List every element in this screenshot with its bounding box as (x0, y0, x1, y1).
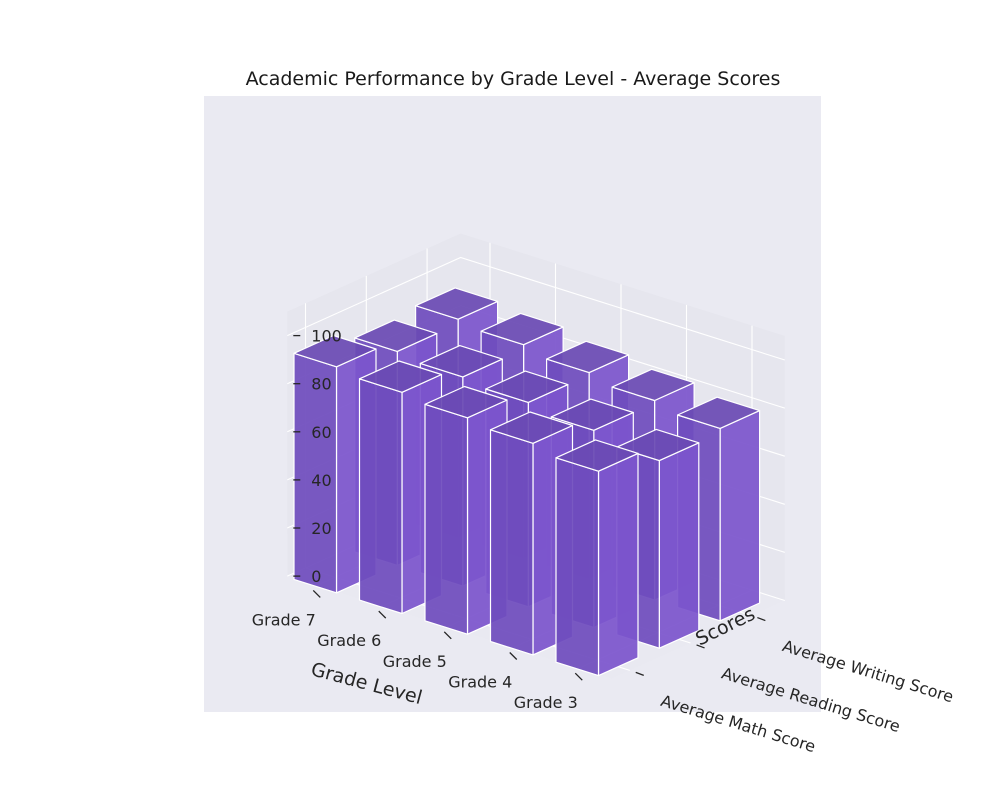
y-tick-1 (696, 644, 705, 649)
x-tick-4 (312, 589, 321, 598)
bar-face-top (419, 345, 503, 378)
bar-face-top (424, 385, 508, 419)
x-tick-label-0: Grade 3 (514, 693, 578, 712)
bar-face-top (489, 411, 574, 444)
x-tick-label-4: Grade 7 (252, 610, 316, 629)
y-tick-2 (757, 616, 766, 622)
bar-face-top (415, 287, 499, 320)
bar-face-top (480, 312, 564, 346)
bar-face-front (658, 442, 700, 649)
z-tick-label-2: 40 (311, 471, 331, 490)
bar-grade-3-average-math-score (555, 439, 639, 677)
x-tick-1 (509, 652, 518, 660)
x-tick-label-3: Grade 6 (317, 631, 381, 650)
bar-face-front (719, 410, 761, 622)
z-tick-label-5: 100 (311, 327, 342, 346)
z-tick-label-3: 60 (311, 423, 331, 442)
bar-face-top (293, 334, 377, 368)
x-tick-2 (443, 631, 452, 640)
bar-face-top (550, 398, 634, 431)
bar-face-side (555, 457, 600, 677)
bar-face-top (354, 319, 438, 352)
bar-face-top (676, 396, 761, 429)
bar-face-front (597, 452, 639, 677)
bar-face-side (358, 378, 403, 615)
x-tick-label-2: Grade 5 (383, 652, 447, 671)
z-tick-label-1: 20 (311, 519, 331, 538)
x-tick-0 (574, 672, 583, 681)
y-tick-0 (635, 671, 644, 676)
x-tick-label-1: Grade 4 (448, 673, 512, 692)
x-tick-3 (378, 610, 387, 619)
chart-title: Academic Performance by Grade Level - Av… (245, 68, 781, 90)
bar-face-top (358, 360, 443, 393)
z-tick-label-4: 80 (311, 375, 331, 394)
bar-face-side (489, 429, 534, 656)
gridline-z-5 (287, 256, 785, 361)
bar-face-side (424, 403, 469, 635)
bar-face-top (611, 368, 695, 402)
z-tick-label-0: 0 (311, 567, 321, 586)
bar-face-top (555, 439, 639, 472)
bar-face-top (545, 340, 630, 374)
bar-face-top (485, 370, 569, 403)
